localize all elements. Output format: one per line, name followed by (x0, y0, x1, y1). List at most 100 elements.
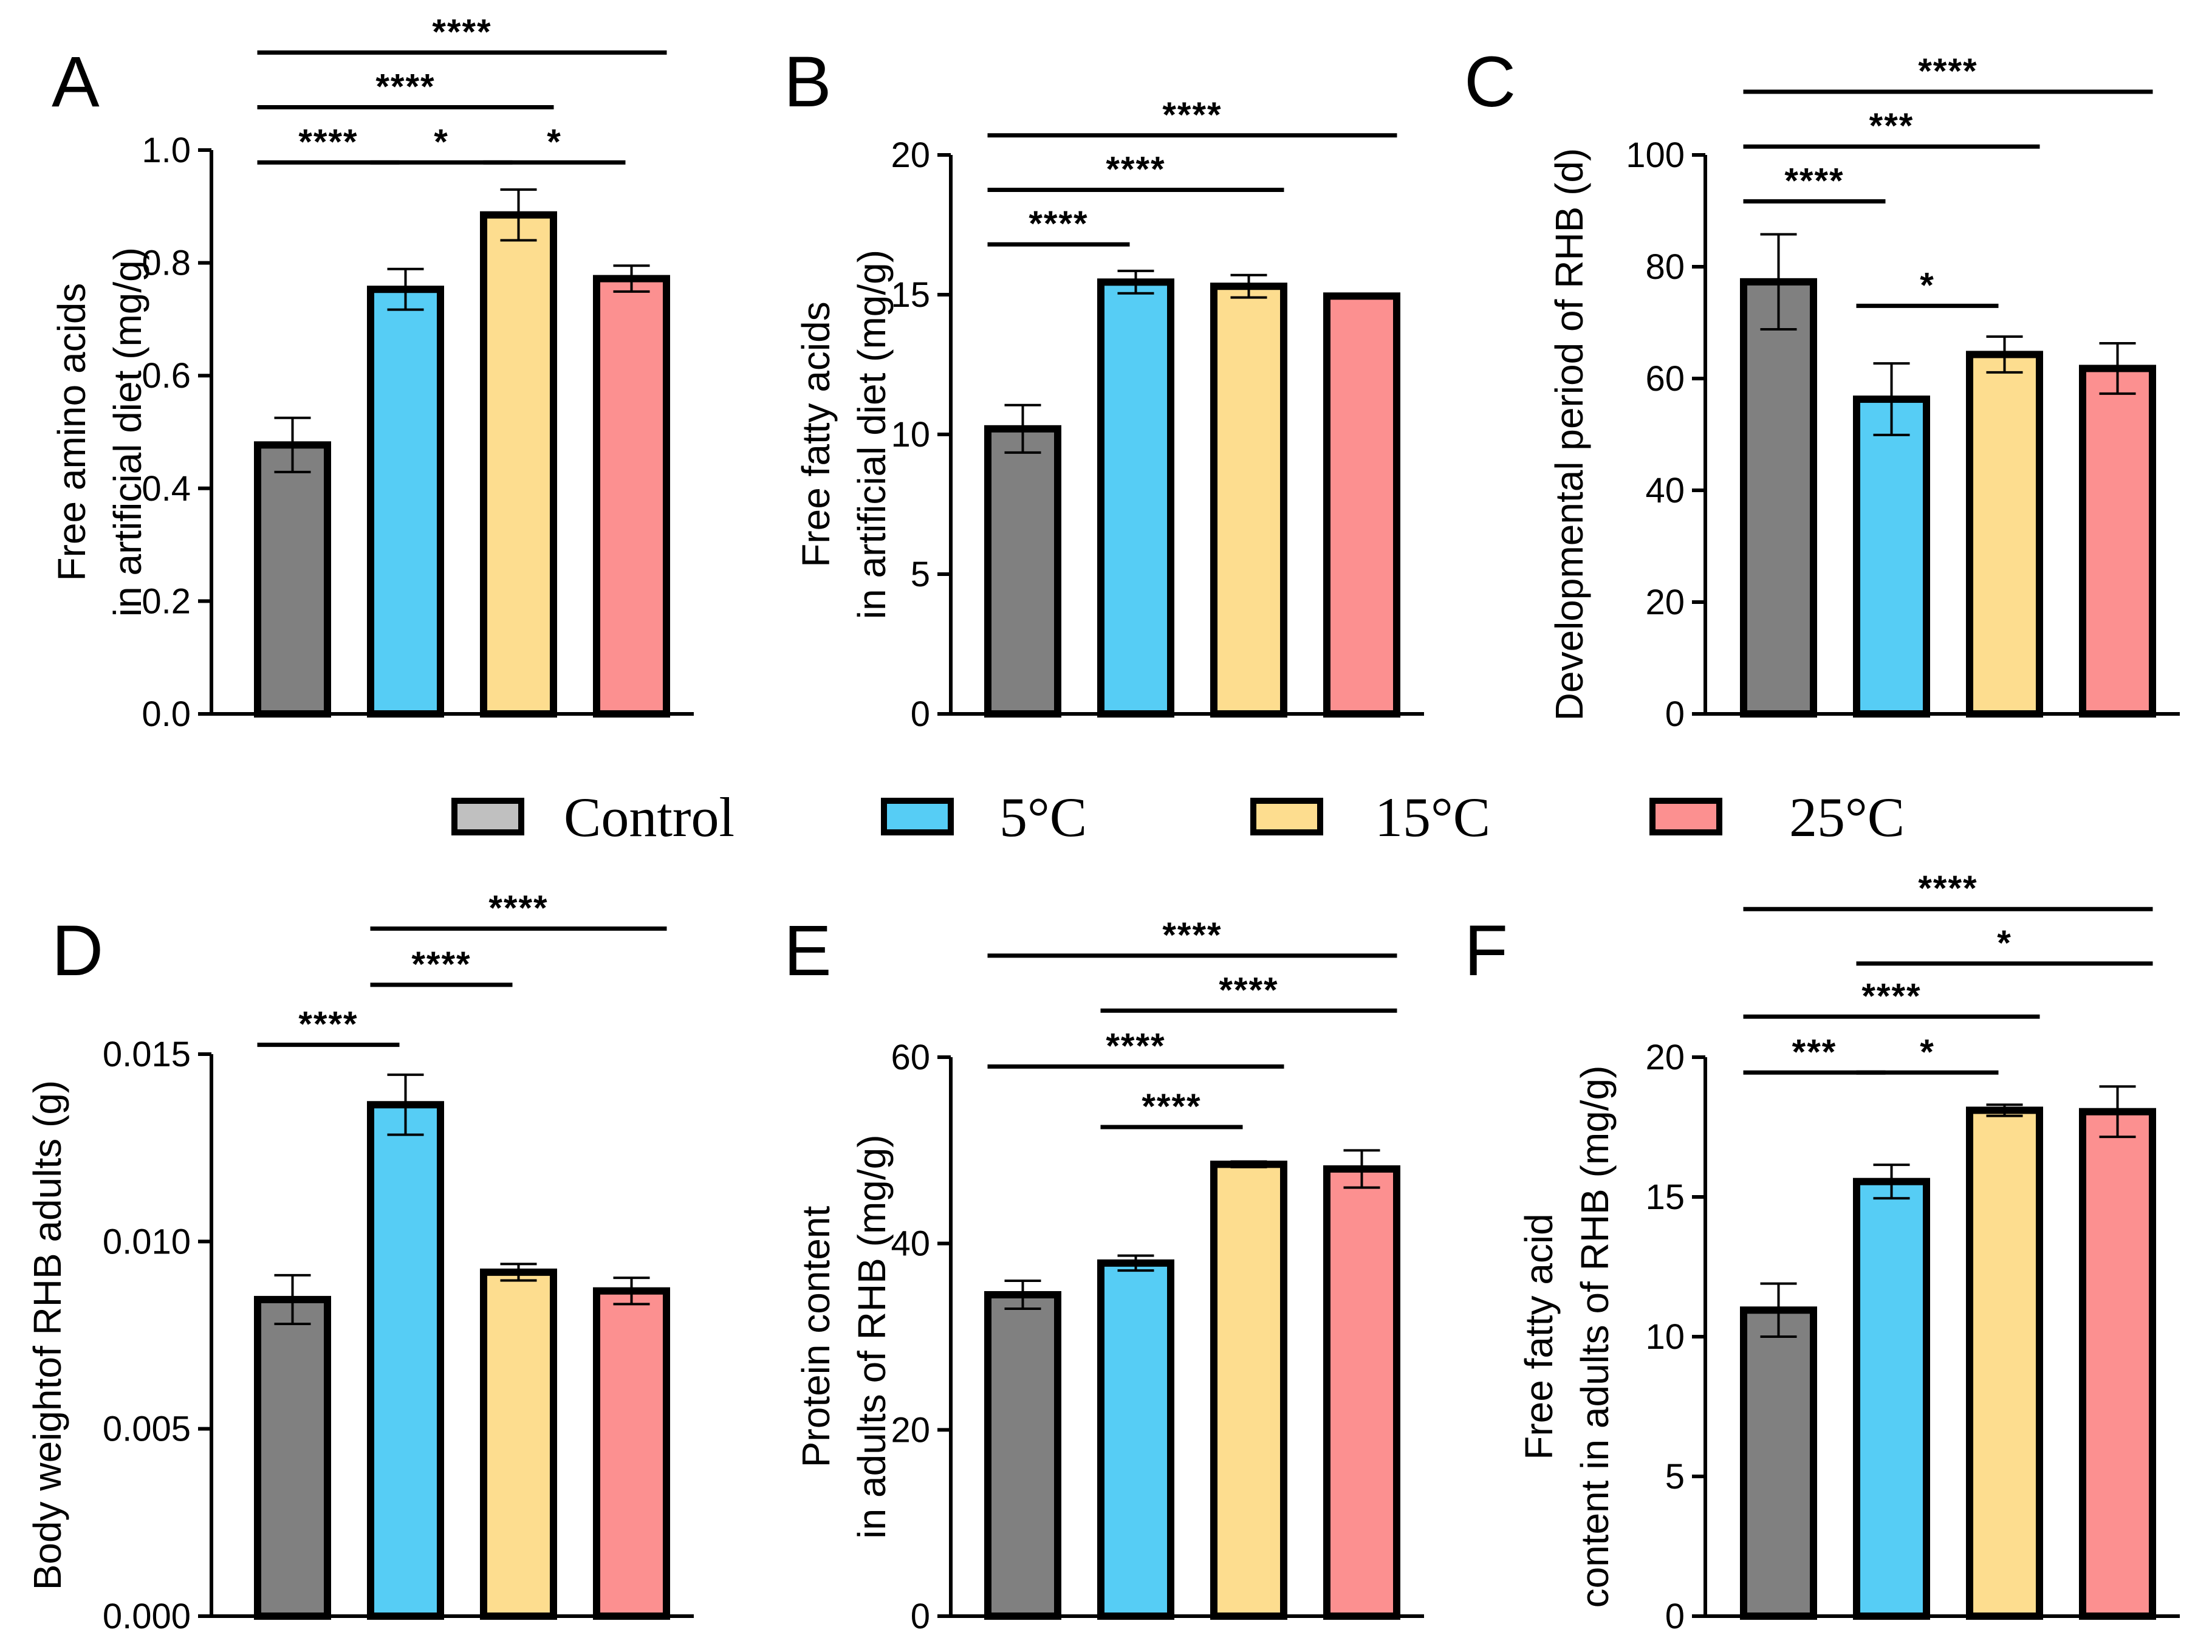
y-axis-label: in artificial diet (mg/g) (106, 247, 149, 617)
y-tick-label: 0.8 (142, 244, 191, 283)
y-axis-label: Free fatty acid (1517, 1213, 1561, 1460)
bar-2 (367, 286, 444, 718)
bar-3 (1210, 1160, 1287, 1620)
y-tick-label: 1.0 (142, 131, 191, 170)
error-bar-3 (500, 188, 537, 242)
y-tick-label: 0.005 (103, 1410, 191, 1449)
bar-4 (593, 1287, 670, 1620)
bar-2 (367, 1101, 444, 1620)
error-bar-1 (274, 1273, 311, 1325)
significance-label: **** (1219, 970, 1278, 1010)
significance-bracket: **** (257, 67, 554, 109)
significance-label: * (1997, 924, 2012, 963)
bar-2 (1853, 1177, 1930, 1620)
y-tick-label: 0.2 (142, 581, 191, 621)
bar-4 (2079, 365, 2156, 718)
y-tick-label: 0.010 (103, 1222, 191, 1261)
bar-1 (254, 1295, 331, 1620)
significance-bracket: **** (257, 1005, 400, 1047)
y-axis-label: Protein content (794, 1206, 838, 1468)
significance-bracket: **** (987, 204, 1130, 247)
error-bar-1 (1760, 233, 1797, 331)
y-axis-label: Free amino acids (50, 283, 94, 581)
y-axis-label: in artificial diet (mg/g) (850, 250, 894, 619)
legend-entry-3: 15°C (1250, 786, 1490, 848)
y-tick-label: 0.6 (142, 356, 191, 396)
significance-bracket: **** (987, 150, 1284, 192)
y-tick-label: 60 (891, 1038, 930, 1077)
y-tick-label: 0 (1665, 694, 1685, 734)
panel-c: C 0 20 40 60 80 100 Developmental period of RHB… (1464, 42, 2180, 734)
y-tick-label: 15 (1645, 1177, 1685, 1217)
significance-label: **** (1784, 161, 1844, 201)
error-bar-3 (1230, 273, 1267, 299)
legend: Control 5°C 15°C 25°C (451, 786, 1905, 848)
significance-label: **** (1162, 95, 1222, 135)
y-tick-label: 60 (1645, 359, 1685, 399)
significance-label: **** (298, 122, 358, 162)
significance-label: **** (1106, 1026, 1165, 1066)
y-tick-label: 0.0 (142, 694, 191, 734)
panel-e: E 0 20 40 60 Protein content in adults of RHB … (784, 911, 1424, 1636)
significance-bracket: * (1856, 1032, 1999, 1075)
y-tick-label: 40 (1645, 471, 1685, 510)
bar-1 (254, 441, 331, 718)
panel-b: B 0 5 10 15 20 Free fatty acids in artificial d… (784, 42, 1424, 734)
y-tick-label: 20 (891, 135, 930, 175)
significance-label: **** (488, 888, 548, 928)
y-tick-label: 20 (891, 1410, 930, 1450)
bar-3 (1966, 1106, 2043, 1620)
legend-label: 15°C (1375, 786, 1490, 848)
y-tick-label: 0 (1665, 1597, 1685, 1636)
legend-entry-1: Control (451, 786, 734, 848)
legend-swatch (1649, 798, 1722, 835)
error-bar-4 (1343, 1149, 1380, 1189)
y-tick-label: 10 (1645, 1317, 1685, 1357)
y-tick-label: 0 (911, 694, 930, 734)
bar-4 (2079, 1108, 2156, 1620)
error-bar-2 (1117, 269, 1154, 295)
y-tick-label: 10 (891, 415, 930, 454)
bar-1 (984, 1291, 1061, 1620)
significance-bracket: *** (1743, 1032, 1886, 1075)
significance-bracket: **** (257, 12, 667, 55)
significance-bracket: * (1856, 924, 2153, 966)
error-bar-2 (387, 1073, 424, 1136)
significance-bracket: **** (370, 945, 513, 987)
error-bar-4 (2099, 1085, 2136, 1139)
bar-2 (1853, 396, 1930, 718)
error-bar-4 (1343, 292, 1380, 300)
significance-bracket: **** (1743, 161, 1886, 204)
bar-1 (984, 425, 1061, 718)
significance-label: **** (1918, 52, 1977, 91)
chart-panels: A 0.0 0.2 0.4 0.6 0.8 1.0 Free amino acids in ar… (26, 12, 2180, 1636)
significance-label: **** (375, 67, 435, 106)
significance-label: **** (298, 1005, 358, 1044)
legend-label: 5°C (999, 786, 1087, 848)
panel-letter: E (784, 911, 832, 991)
significance-bracket: **** (987, 916, 1397, 958)
y-axis-label: in adults of RHB (mg/g) (850, 1134, 894, 1538)
panel-a: A 0.0 0.2 0.4 0.6 0.8 1.0 Free amino acids in ar… (50, 12, 694, 734)
significance-bracket: **** (1100, 1087, 1243, 1129)
significance-bracket: *** (1743, 106, 2040, 149)
significance-bracket: **** (987, 1026, 1284, 1069)
bar-2 (1097, 1259, 1174, 1620)
bar-1 (1740, 1306, 1817, 1620)
error-bar-3 (1230, 1160, 1267, 1168)
error-bar-2 (1117, 1254, 1154, 1272)
error-bar-3 (1986, 1103, 2023, 1117)
significance-label: **** (1029, 204, 1088, 244)
significance-label: * (1920, 266, 1935, 305)
error-bar-1 (1004, 403, 1041, 454)
panel-d: D 0.000 0.005 0.010 0.015 Body weightof RHB a… (26, 888, 694, 1636)
bar-4 (593, 275, 670, 718)
y-axis-label: Free fatty acids (794, 301, 838, 567)
legend-entry-4: 25°C (1649, 786, 1905, 848)
y-tick-label: 5 (1665, 1457, 1685, 1496)
panel-letter: D (52, 911, 103, 991)
significance-label: **** (1162, 916, 1222, 955)
error-bar-4 (613, 1277, 650, 1306)
significance-bracket: * (1856, 266, 1999, 308)
significance-label: *** (1792, 1032, 1837, 1072)
